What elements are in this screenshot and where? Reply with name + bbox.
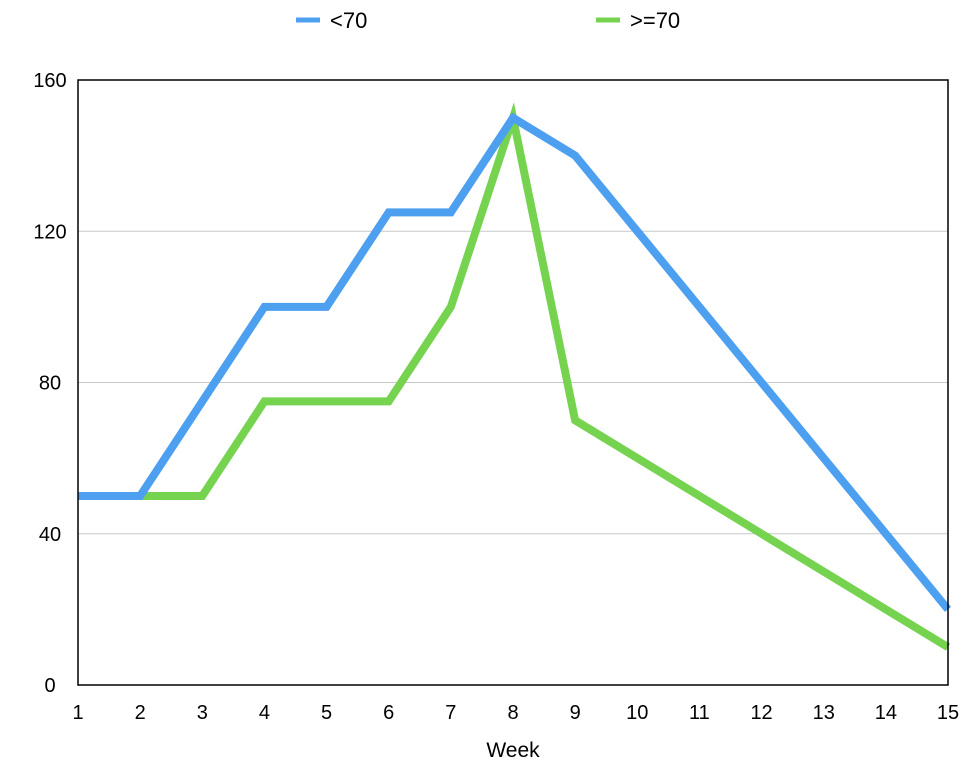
x-tick-label: 9 <box>570 702 581 724</box>
y-tick-label: 40 <box>39 524 61 546</box>
x-tick-label: 11 <box>689 702 710 724</box>
x-tick-label: 7 <box>445 702 456 724</box>
y-tick-label: 0 <box>44 675 55 697</box>
y-tick-label: 80 <box>39 373 61 395</box>
x-tick-label: 1 <box>72 702 83 724</box>
y-axis-tick-labels: 0 40 80 120 160 <box>33 70 66 697</box>
series-line-1 <box>78 102 951 651</box>
series-line-0 <box>78 112 952 612</box>
x-tick-label: 5 <box>321 702 332 724</box>
x-tick-label: 3 <box>197 702 208 724</box>
legend-item-0: <70 <box>296 8 367 33</box>
y-tick-label: 120 <box>33 221 66 243</box>
x-axis-title: Week <box>486 739 540 761</box>
x-tick-label: 6 <box>383 702 394 724</box>
series-layer <box>78 102 952 651</box>
x-tick-label: 12 <box>750 702 772 724</box>
x-tick-label: 14 <box>875 702 897 724</box>
legend-label: <70 <box>330 8 367 33</box>
legend: <70 >=70 <box>296 8 680 33</box>
x-tick-label: 4 <box>259 702 270 724</box>
legend-item-1: >=70 <box>596 8 680 33</box>
x-tick-label: 15 <box>937 702 959 724</box>
x-axis-tick-labels: 1 2 3 4 5 6 7 8 9 10 11 12 13 14 15 <box>72 702 959 724</box>
plot-frame <box>77 79 949 686</box>
y-tick-label: 160 <box>33 70 66 92</box>
x-tick-label: 2 <box>135 702 146 724</box>
x-tick-label: 10 <box>626 702 648 724</box>
legend-label: >=70 <box>630 8 680 33</box>
x-tick-label: 13 <box>813 702 835 724</box>
gridlines <box>78 230 948 535</box>
x-tick-label: 8 <box>507 702 518 724</box>
